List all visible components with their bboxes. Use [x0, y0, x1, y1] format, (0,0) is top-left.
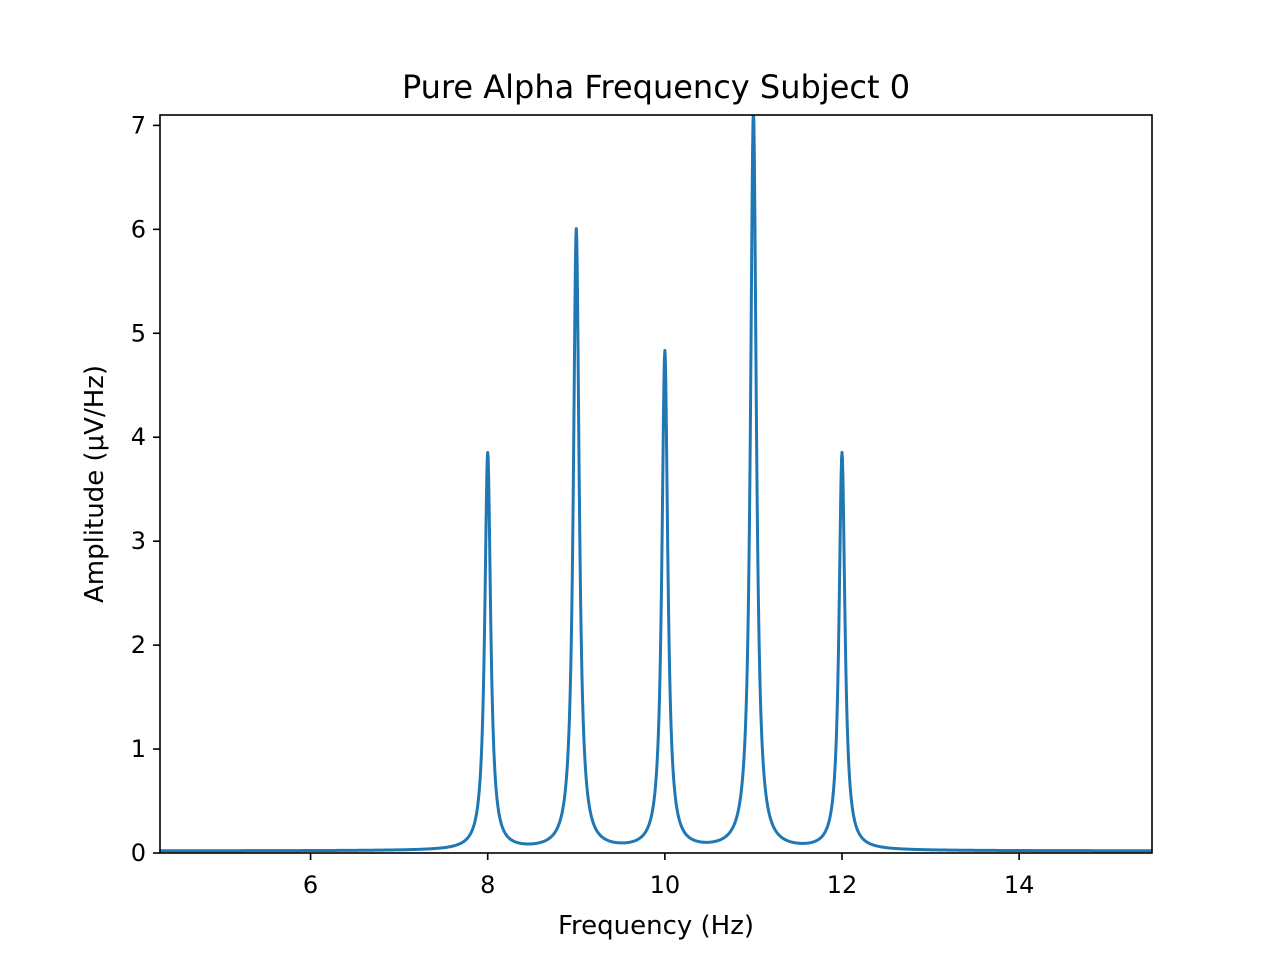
y-axis-ticks: 0 1 2 3 4 5 6 7	[131, 111, 160, 867]
y-tick-label: 3	[131, 527, 146, 555]
y-tick-label: 5	[131, 319, 146, 347]
y-tick-label: 1	[131, 735, 146, 763]
x-axis-label: Frequency (Hz)	[558, 911, 754, 941]
y-tick-label: 2	[131, 631, 146, 659]
chart-title: Pure Alpha Frequency Subject 0	[402, 68, 910, 106]
plot-frame	[159, 114, 1153, 854]
x-tick-label: 8	[480, 871, 495, 899]
y-tick-label: 0	[131, 839, 146, 867]
x-tick-label: 12	[827, 871, 858, 899]
x-tick-label: 14	[1004, 871, 1035, 899]
x-axis-ticks: 6 8 10 12 14	[303, 853, 1034, 899]
x-tick-label: 10	[650, 871, 681, 899]
x-tick-label: 6	[303, 871, 318, 899]
y-tick-label: 6	[131, 215, 146, 243]
series-line	[160, 115, 1152, 853]
y-tick-label: 7	[131, 111, 146, 139]
y-tick-label: 4	[131, 423, 146, 451]
y-axis-label: Amplitude (μV/Hz)	[80, 365, 110, 603]
